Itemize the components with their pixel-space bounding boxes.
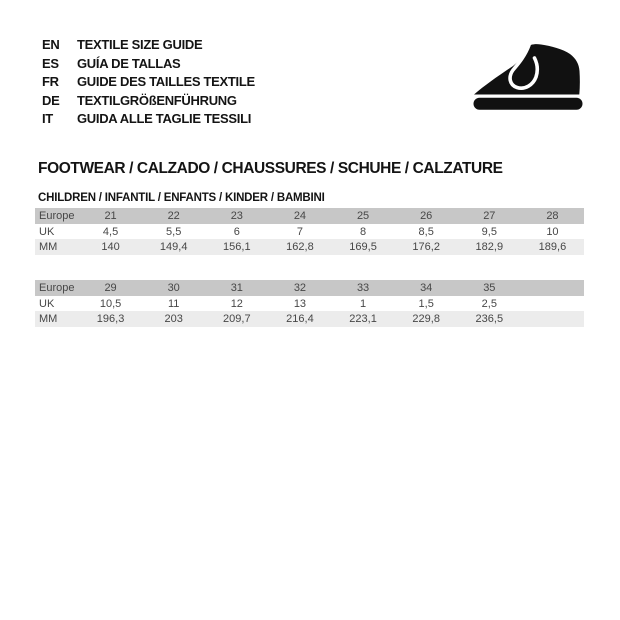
size-cell (520, 311, 584, 328)
size-cell: 29 (79, 280, 143, 296)
row-label: Europe (35, 208, 79, 224)
size-table-children-1: Europe 21 22 23 24 25 26 27 28 UK 4,5 5,… (35, 208, 584, 256)
size-cell: 203 (142, 311, 206, 328)
size-cell: 236,5 (457, 311, 521, 328)
language-title: GUIDE DES TAILLES TEXTILE (77, 74, 255, 90)
language-row-de: DE TEXTILGRÖßENFÜHRUNG (42, 92, 255, 111)
size-cell: 13 (268, 295, 332, 312)
size-cell: 189,6 (520, 239, 584, 256)
size-cell: 9,5 (457, 223, 521, 240)
size-cell: 209,7 (205, 311, 269, 328)
row-label: MM (35, 239, 79, 256)
size-cell (520, 280, 584, 296)
size-cell: 7 (268, 223, 332, 240)
size-cell: 30 (142, 280, 206, 296)
language-title: TEXTILGRÖßENFÜHRUNG (77, 92, 237, 108)
language-code: DE (42, 92, 60, 108)
size-cell: 182,9 (457, 239, 521, 256)
size-cell: 229,8 (394, 311, 458, 328)
size-cell: 216,4 (268, 311, 332, 328)
size-cell: 23 (205, 208, 269, 224)
size-cell: 32 (268, 280, 332, 296)
size-cell: 22 (142, 208, 206, 224)
language-row-fr: FR GUIDE DES TAILLES TEXTILE (42, 73, 255, 92)
size-cell: 21 (79, 208, 143, 224)
size-cell: 28 (520, 208, 584, 224)
size-cell: 176,2 (394, 239, 458, 256)
size-cell: 6 (205, 223, 269, 240)
language-title-list: EN TEXTILE SIZE GUIDE ES GUÍA DE TALLAS … (42, 36, 255, 129)
size-cell: 149,4 (142, 239, 206, 256)
size-cell (520, 295, 584, 312)
row-label: Europe (35, 280, 79, 296)
language-code: ES (42, 55, 59, 71)
table-row-uk: UK 10,5 11 12 13 1 1,5 2,5 (35, 295, 584, 312)
size-table-children-2: Europe 29 30 31 32 33 34 35 UK 10,5 11 1… (35, 280, 584, 328)
language-row-en: EN TEXTILE SIZE GUIDE (42, 36, 255, 55)
language-title: GUIDA ALLE TAGLIE TESSILI (77, 111, 252, 127)
size-cell: 35 (457, 280, 521, 296)
size-cell: 31 (205, 280, 269, 296)
table-row-uk: UK 4,5 5,5 6 7 8 8,5 9,5 10 (35, 223, 584, 240)
children-shoe-icon (473, 43, 583, 110)
size-cell: 196,3 (79, 311, 143, 328)
language-row-it: IT GUIDA ALLE TAGLIE TESSILI (42, 110, 255, 129)
size-cell: 26 (394, 208, 458, 224)
table-row-europe: Europe 21 22 23 24 25 26 27 28 (35, 208, 584, 224)
size-cell: 25 (331, 208, 395, 224)
size-cell: 169,5 (331, 239, 395, 256)
size-cell: 24 (268, 208, 332, 224)
row-label: UK (35, 295, 79, 312)
size-cell: 10,5 (79, 295, 143, 312)
size-cell: 5,5 (142, 223, 206, 240)
size-cell: 1 (331, 295, 395, 312)
size-cell: 4,5 (79, 223, 143, 240)
size-cell: 223,1 (331, 311, 395, 328)
size-cell: 162,8 (268, 239, 332, 256)
table-row-europe: Europe 29 30 31 32 33 34 35 (35, 280, 584, 296)
language-title: TEXTILE SIZE GUIDE (77, 37, 203, 52)
size-cell: 8 (331, 223, 395, 240)
language-code: EN (42, 37, 60, 52)
size-cell: 27 (457, 208, 521, 224)
size-cell: 34 (394, 280, 458, 296)
size-cell: 1,5 (394, 295, 458, 312)
row-label: UK (35, 223, 79, 240)
language-code: FR (42, 74, 59, 90)
table-row-mm: MM 140 149,4 156,1 162,8 169,5 176,2 182… (35, 239, 584, 256)
language-title: GUÍA DE TALLAS (77, 55, 181, 71)
size-cell: 156,1 (205, 239, 269, 256)
language-code: IT (42, 111, 53, 127)
size-cell: 33 (331, 280, 395, 296)
size-cell: 12 (205, 295, 269, 312)
size-cell: 8,5 (394, 223, 458, 240)
section-subtitle-children: CHILDREN / INFANTIL / ENFANTS / KINDER /… (38, 192, 325, 204)
language-row-es: ES GUÍA DE TALLAS (42, 55, 255, 74)
section-title-footwear: FOOTWEAR / CALZADO / CHAUSSURES / SCHUHE… (38, 160, 503, 177)
table-row-mm: MM 196,3 203 209,7 216,4 223,1 229,8 236… (35, 311, 584, 328)
size-cell: 10 (520, 223, 584, 240)
size-cell: 140 (79, 239, 143, 256)
size-cell: 11 (142, 295, 206, 312)
size-cell: 2,5 (457, 295, 521, 312)
row-label: MM (35, 311, 79, 328)
